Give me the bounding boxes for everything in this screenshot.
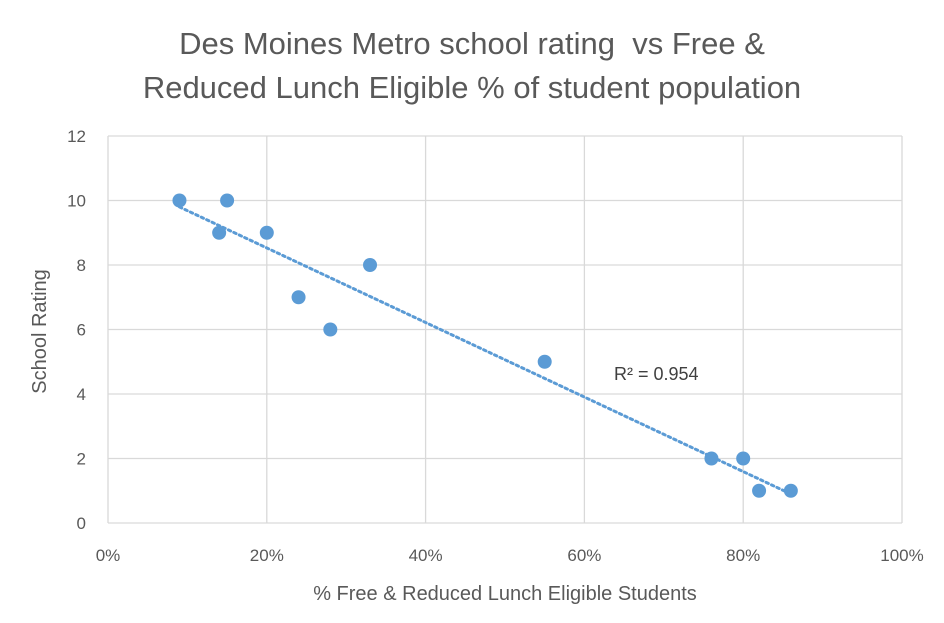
y-tick-label: 8 [77, 256, 86, 275]
r-squared-annotation: R² = 0.954 [614, 364, 699, 384]
x-tick-label: 100% [880, 546, 923, 565]
data-point [172, 193, 187, 208]
data-point [291, 290, 306, 305]
data-point [704, 451, 719, 466]
data-point [259, 225, 274, 240]
y-tick-labels: 0 2 4 6 8 10 12 [67, 127, 86, 533]
y-tick-label: 12 [67, 127, 86, 146]
data-point [363, 258, 378, 272]
data-point [537, 354, 552, 369]
x-tick-labels: 0% 20% 40% 60% 80% 100% [96, 546, 924, 565]
x-tick-label: 80% [726, 546, 760, 565]
x-tick-label: 40% [409, 546, 443, 565]
data-point [220, 193, 235, 208]
x-tick-label: 0% [96, 546, 121, 565]
gridlines [107, 135, 903, 524]
y-tick-label: 6 [77, 321, 86, 340]
data-point [323, 322, 338, 337]
chart-title-line-2: Reduced Lunch Eligible % of student popu… [142, 70, 802, 105]
x-axis-title: % Free & Reduced Lunch Eligible Students [313, 583, 697, 605]
y-tick-label: 4 [77, 385, 86, 404]
chart-title: Des Moines Metro school rating vs Free &… [0, 22, 944, 110]
data-point [783, 483, 798, 498]
x-tick-label: 60% [567, 546, 601, 565]
chart-title-line-1: Des Moines Metro school rating vs Free & [179, 26, 765, 61]
data-points [172, 193, 798, 498]
y-tick-label: 10 [67, 192, 86, 211]
data-point [752, 483, 767, 498]
y-tick-label: 2 [77, 450, 86, 469]
trendline [177, 205, 793, 496]
data-point [212, 225, 227, 240]
data-point [736, 451, 751, 466]
y-axis-title: School Rating [29, 269, 51, 394]
x-tick-label: 20% [250, 546, 284, 565]
y-tick-label: 0 [77, 514, 86, 533]
